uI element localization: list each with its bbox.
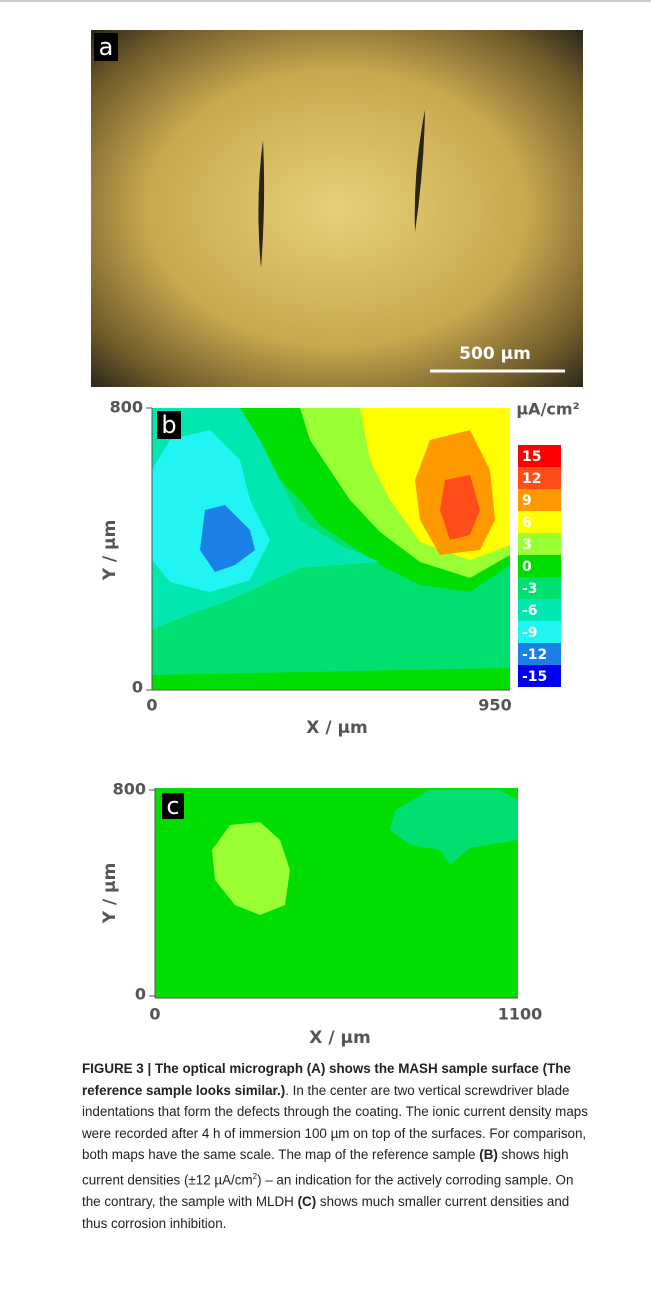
y-tick-label: 0 <box>135 985 146 1004</box>
page: a 500 µm b 800 0 0 950 X / µm Y / µm µA/… <box>0 0 651 1307</box>
y-axis-label: Y / µm <box>100 863 120 925</box>
x-axis-label: X / µm <box>309 1028 370 1048</box>
caption-text: (C) <box>298 1194 317 1209</box>
colorbar-label: -15 <box>522 669 547 685</box>
colorbar: 15 12 9 6 3 0 -3 -6 -9 -12 -15 <box>518 445 561 687</box>
colorbar-label: -6 <box>522 603 538 619</box>
micrograph <box>91 30 583 387</box>
panel-label: a <box>99 33 114 61</box>
colorbar-label: 3 <box>522 537 532 553</box>
colorbar-label: 0 <box>522 559 532 575</box>
x-tick-label: 0 <box>149 1005 160 1024</box>
figure: a 500 µm b 800 0 0 950 X / µm Y / µm µA/… <box>0 0 651 1050</box>
panel-label: c <box>166 792 179 820</box>
map-c <box>155 788 518 998</box>
colorbar-label: 12 <box>522 471 541 487</box>
colorbar-label: -3 <box>522 581 538 597</box>
scale-bar-label: 500 µm <box>459 344 531 364</box>
y-axis-label: Y / µm <box>100 520 120 582</box>
x-axis-label: X / µm <box>306 718 367 738</box>
colorbar-label: 15 <box>522 449 541 465</box>
colorbar-unit: µA/cm² <box>516 400 579 419</box>
y-tick-label: 0 <box>132 678 143 697</box>
y-tick-label: 800 <box>113 780 146 799</box>
colorbar-label: -9 <box>522 625 538 641</box>
x-tick-label: 0 <box>146 696 157 715</box>
caption-text: (B) <box>479 1147 498 1162</box>
caption: FIGURE 3 | The optical micrograph (A) sh… <box>82 1058 590 1234</box>
colorbar-label: 9 <box>522 493 532 509</box>
x-tick-label: 950 <box>478 696 511 715</box>
map-b <box>152 408 510 690</box>
panel-label: b <box>161 411 176 439</box>
x-tick-label: 1100 <box>498 1005 543 1024</box>
y-tick-label: 800 <box>110 398 143 417</box>
colorbar-label: 6 <box>522 515 532 531</box>
colorbar-label: -12 <box>522 647 547 663</box>
